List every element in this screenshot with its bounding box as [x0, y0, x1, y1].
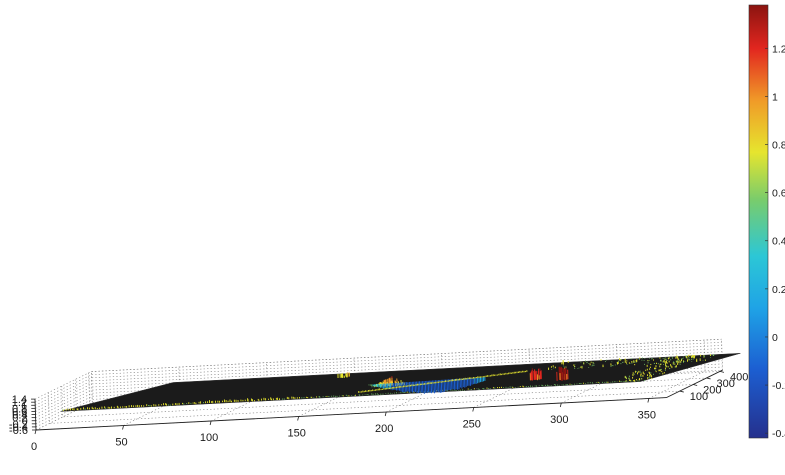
x-tick-mark	[210, 421, 211, 425]
x-tick-mark	[123, 426, 124, 430]
colorbar-tick-label: 1.2	[772, 43, 785, 55]
colorbar-gradient	[749, 5, 768, 438]
colorbar: 1.2 1 0.8 0.6 0.4 0.2 0 -0.2 -0.4	[749, 5, 785, 440]
x-tick-mark	[35, 430, 36, 434]
colorbar-tick-label: 0	[772, 332, 778, 344]
x-tick-label: 50	[115, 437, 127, 449]
x-tick-label: 0	[31, 441, 37, 453]
x-tick-mark	[648, 399, 649, 403]
x-tick-mark	[473, 408, 474, 412]
x-tick-label: 100	[200, 432, 218, 444]
x-tick-label: 350	[638, 410, 656, 422]
x-tick-mark	[385, 412, 386, 416]
colorbar-tick-label: 0.2	[772, 284, 785, 296]
x-tick-mark	[298, 417, 299, 421]
x-tick-label: 200	[375, 423, 393, 435]
colorbar-tick-label: 1	[772, 91, 778, 103]
colorbar-tick-label: 0.8	[772, 140, 785, 152]
x-tick-label: 250	[463, 419, 481, 431]
x-tick-label: 150	[287, 428, 305, 440]
y-tick-mark	[707, 378, 711, 379]
colorbar-tick-label: 0.4	[772, 236, 785, 248]
y-tick-label: 400	[730, 371, 748, 383]
z-tick-label: -0.6	[9, 425, 28, 437]
x-tick-label: 300	[550, 414, 568, 426]
x-tick-mark	[560, 403, 561, 407]
y-tick-mark	[720, 371, 724, 372]
colorbar-tick-label: -0.2	[772, 380, 785, 392]
y-tick-mark	[693, 385, 697, 386]
colorbar-tick-label: -0.4	[772, 428, 785, 440]
y-tick-mark	[680, 391, 684, 392]
colorbar-tick-label: 0.6	[772, 188, 785, 200]
